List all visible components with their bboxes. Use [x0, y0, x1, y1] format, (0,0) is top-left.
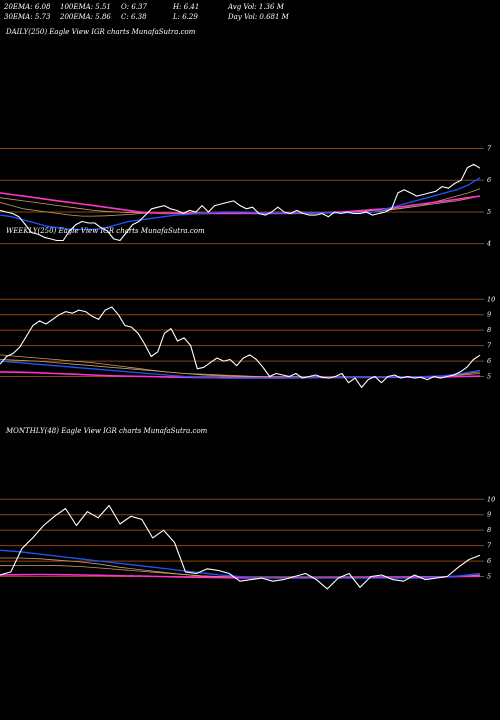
weekly-tick-label: 5	[487, 373, 491, 381]
avg-vol-stat: Avg Vol: 1.36 M	[228, 3, 284, 11]
ema200-stat: 200EMA: 5.86	[60, 13, 111, 21]
daily-ema20-line	[0, 177, 481, 231]
weekly-tick-label: 8	[487, 326, 491, 334]
ema100-stat: 100EMA: 5.51	[60, 3, 111, 11]
monthly-price-line	[0, 504, 481, 590]
daily-tick-label: 6	[487, 176, 491, 184]
monthly-tick-label: 7	[487, 542, 492, 550]
daily-tick-label: 5	[487, 208, 491, 216]
weekly-tick-label: 7	[487, 342, 492, 350]
ema30-stat: 30EMA: 5.73	[4, 13, 51, 21]
monthly-chart-label: MONTHLY(48) Eagle View IGR charts Munafa…	[6, 427, 208, 435]
weekly-tick-label: 9	[487, 311, 491, 319]
high-stat: H: 6.41	[173, 3, 200, 11]
day-vol-stat: Day Vol: 0.681 M	[228, 13, 289, 21]
monthly-tick-label: 8	[487, 526, 491, 534]
open-stat: O: 6.37	[121, 3, 147, 11]
weekly-chart-label: WEEKLY(250) Eagle View IGR charts Munafa…	[6, 227, 205, 235]
monthly-tick-label: 6	[487, 557, 491, 565]
daily-ema-line-1	[0, 195, 481, 214]
monthly-tick-label: 10	[487, 495, 495, 503]
daily-tick-label: 7	[487, 145, 492, 153]
daily-chart-label: DAILY(250) Eagle View IGR charts MunafaS…	[6, 28, 196, 36]
weekly-tick-label: 6	[487, 357, 491, 365]
weekly-tick-label: 10	[487, 295, 495, 303]
monthly-tick-label: 9	[487, 511, 491, 519]
low-stat: L: 6.29	[173, 13, 198, 21]
monthly-tick-label: 5	[487, 573, 491, 581]
weekly-price-line	[0, 306, 481, 388]
monthly-ema200-line	[0, 573, 481, 579]
close-stat: C: 6.38	[121, 13, 147, 21]
daily-price-line	[0, 163, 481, 242]
daily-tick-label: 4	[486, 240, 491, 248]
ema20-stat: 20EMA: 6.08	[4, 3, 51, 11]
monthly-ema20-line	[0, 549, 481, 579]
daily-ema200-line	[0, 192, 481, 215]
